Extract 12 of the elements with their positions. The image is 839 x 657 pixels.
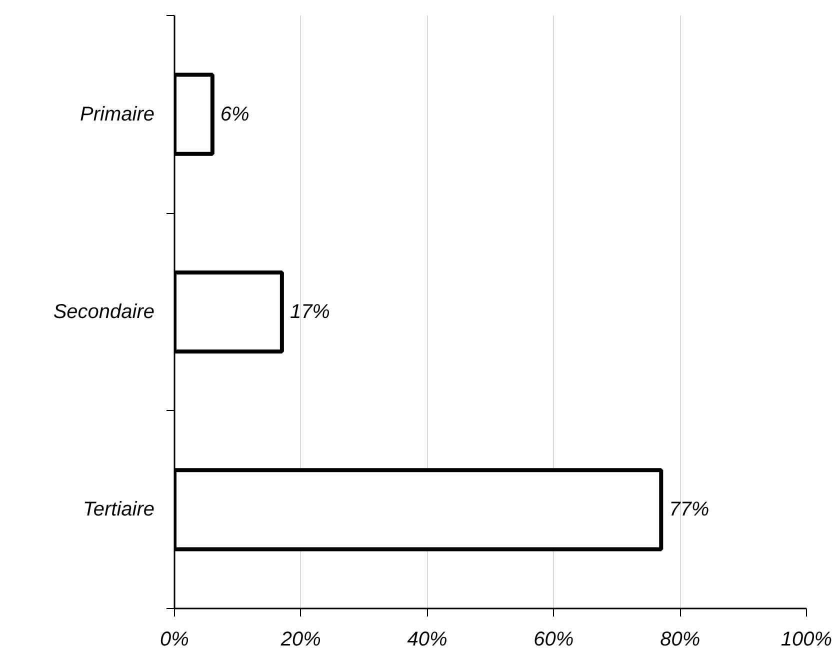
x-tick-label: 100% xyxy=(780,628,832,650)
x-tick-label: 80% xyxy=(660,628,700,650)
y-tick-label: Primaire xyxy=(80,103,154,126)
x-tick-label: 40% xyxy=(407,628,448,650)
y-tick-label: Secondaire xyxy=(53,301,155,323)
data-label: 6% xyxy=(220,103,250,126)
data-label: 17% xyxy=(290,301,330,323)
x-tick-label: 0% xyxy=(160,628,189,650)
x-tick-label: 20% xyxy=(280,628,321,650)
data-label: 77% xyxy=(669,498,710,521)
y-tick-label: Tertiaire xyxy=(82,498,154,521)
x-tick-label: 60% xyxy=(534,628,574,650)
